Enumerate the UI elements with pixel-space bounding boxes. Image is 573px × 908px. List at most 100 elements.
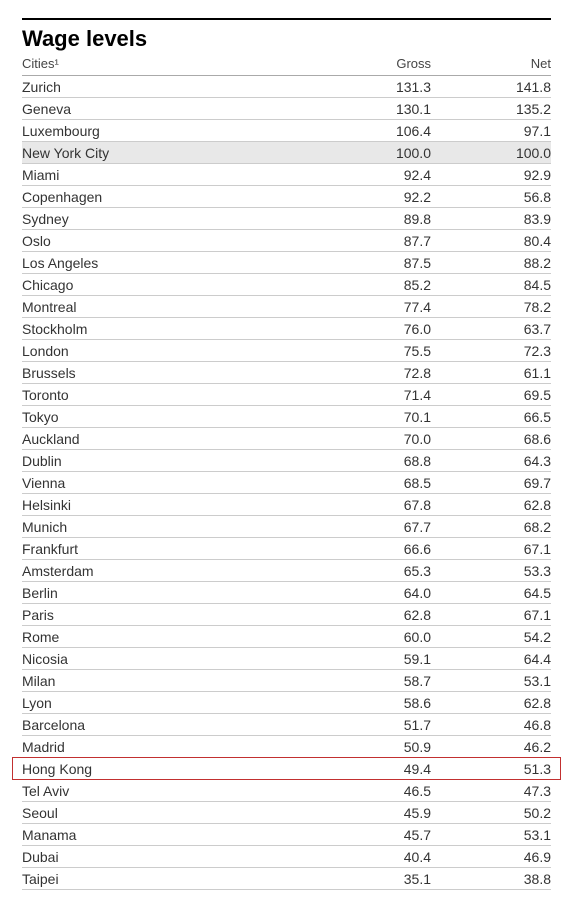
cell-city: Oslo [22,233,311,249]
cell-gross: 49.4 [311,761,431,777]
cell-gross: 45.7 [311,827,431,843]
cell-net: 62.8 [431,497,551,513]
table-row: New York City100.0100.0 [22,142,551,164]
cell-gross: 62.8 [311,607,431,623]
table-row: Tokyo70.166.5 [22,406,551,428]
cell-net: 46.2 [431,739,551,755]
cell-city: Montreal [22,299,311,315]
table-row: Berlin64.064.5 [22,582,551,604]
table-row: Lyon58.662.8 [22,692,551,714]
cell-net: 46.9 [431,849,551,865]
cell-city: Munich [22,519,311,535]
cell-city: Chicago [22,277,311,293]
cell-gross: 65.3 [311,563,431,579]
cell-gross: 92.2 [311,189,431,205]
table-row: Amsterdam65.353.3 [22,560,551,582]
cell-net: 78.2 [431,299,551,315]
cell-net: 72.3 [431,343,551,359]
cell-city: New York City [22,145,311,161]
cell-city: Toronto [22,387,311,403]
cell-gross: 77.4 [311,299,431,315]
table-row: Madrid50.946.2 [22,736,551,758]
cell-gross: 46.5 [311,783,431,799]
cell-net: 46.8 [431,717,551,733]
cell-net: 63.7 [431,321,551,337]
cell-gross: 75.5 [311,343,431,359]
cell-city: Luxembourg [22,123,311,139]
cell-gross: 76.0 [311,321,431,337]
cell-city: Frankfurt [22,541,311,557]
cell-net: 69.5 [431,387,551,403]
cell-gross: 50.9 [311,739,431,755]
cell-net: 53.1 [431,827,551,843]
cell-city: Barcelona [22,717,311,733]
cell-gross: 106.4 [311,123,431,139]
cell-city: Tokyo [22,409,311,425]
table-row: London75.572.3 [22,340,551,362]
cell-net: 56.8 [431,189,551,205]
cell-city: Seoul [22,805,311,821]
cell-city: Milan [22,673,311,689]
cell-net: 64.3 [431,453,551,469]
cell-gross: 70.0 [311,431,431,447]
table-row: Oslo87.780.4 [22,230,551,252]
cell-gross: 51.7 [311,717,431,733]
table-row: Chicago85.284.5 [22,274,551,296]
cell-gross: 68.5 [311,475,431,491]
cell-net: 135.2 [431,101,551,117]
cell-net: 97.1 [431,123,551,139]
table-row: Geneva130.1135.2 [22,98,551,120]
column-header-gross: Gross [311,56,431,71]
cell-net: 68.6 [431,431,551,447]
cell-city: Helsinki [22,497,311,513]
table-row: Luxembourg106.497.1 [22,120,551,142]
table-row: Munich67.768.2 [22,516,551,538]
cell-gross: 58.6 [311,695,431,711]
cell-city: Berlin [22,585,311,601]
cell-net: 50.2 [431,805,551,821]
table-row: Copenhagen92.256.8 [22,186,551,208]
cell-city: Copenhagen [22,189,311,205]
cell-gross: 131.3 [311,79,431,95]
cell-city: Nicosia [22,651,311,667]
cell-gross: 87.5 [311,255,431,271]
cell-gross: 71.4 [311,387,431,403]
cell-net: 53.3 [431,563,551,579]
cell-net: 61.1 [431,365,551,381]
cell-gross: 130.1 [311,101,431,117]
table-row: Tel Aviv46.547.3 [22,780,551,802]
table-row: Zurich131.3141.8 [22,76,551,98]
cell-net: 100.0 [431,145,551,161]
cell-gross: 67.8 [311,497,431,513]
cell-net: 47.3 [431,783,551,799]
cell-net: 83.9 [431,211,551,227]
cell-net: 84.5 [431,277,551,293]
table-row: Los Angeles87.588.2 [22,252,551,274]
cell-net: 53.1 [431,673,551,689]
cell-net: 67.1 [431,607,551,623]
table-row: Hong Kong49.451.3 [22,758,551,780]
table-row: Sydney89.883.9 [22,208,551,230]
cell-gross: 60.0 [311,629,431,645]
cell-gross: 64.0 [311,585,431,601]
cell-gross: 67.7 [311,519,431,535]
cell-net: 51.3 [431,761,551,777]
cell-city: Dubai [22,849,311,865]
cell-gross: 58.7 [311,673,431,689]
table-row: Rome60.054.2 [22,626,551,648]
cell-city: Stockholm [22,321,311,337]
cell-city: Manama [22,827,311,843]
table-row: Helsinki67.862.8 [22,494,551,516]
cell-city: Hong Kong [22,761,311,777]
cell-city: Madrid [22,739,311,755]
cell-gross: 89.8 [311,211,431,227]
cell-gross: 100.0 [311,145,431,161]
cell-gross: 66.6 [311,541,431,557]
cell-city: Rome [22,629,311,645]
cell-net: 141.8 [431,79,551,95]
table-row: Nicosia59.164.4 [22,648,551,670]
column-header-net: Net [431,56,551,71]
table-header-row: Cities¹ Gross Net [22,54,551,76]
cell-city: Geneva [22,101,311,117]
cell-city: Sydney [22,211,311,227]
